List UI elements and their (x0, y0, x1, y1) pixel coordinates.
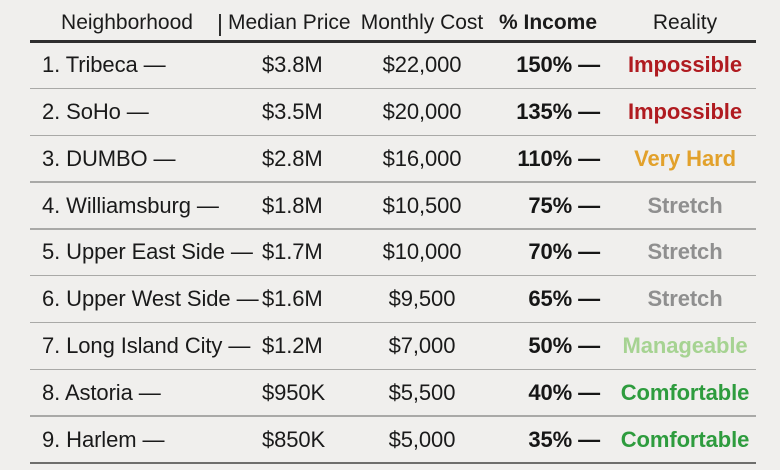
cell-pct-income: 65% — (528, 286, 600, 312)
table-row: 2. SoHo — $3.5M $20,000 135% — Impossibl… (0, 89, 780, 134)
header-divider (30, 40, 756, 43)
cell-monthly-cost: $9,500 (388, 286, 456, 312)
cell-pct-income: 40% — (528, 379, 600, 405)
cell-median-price: $950K (262, 379, 326, 405)
cell-median-price: $1.6M (262, 286, 323, 312)
row-divider (30, 368, 756, 371)
cell-pct-income: 70% — (528, 239, 600, 265)
cell-neighborhood: 5. Upper East Side — (42, 239, 253, 265)
cell-reality: Very Hard (634, 145, 736, 171)
row-divider (30, 134, 756, 137)
cell-median-price: $850K (262, 426, 326, 452)
cell-reality: Manageable (622, 332, 748, 358)
cell-median-price: $3.5M (262, 98, 323, 124)
cell-neighborhood: 9. Harlem — (42, 426, 165, 452)
cell-neighborhood: 6. Upper West Side — (42, 286, 259, 312)
cell-reality: Impossible (628, 98, 742, 124)
header-median-price: Median Price (228, 11, 351, 34)
cell-pct-income: 110% — (517, 145, 600, 171)
cell-monthly-cost: $10,500 (382, 192, 462, 218)
table-row: 4. Williamsburg — $1.8M $10,500 75% — St… (0, 183, 780, 228)
table-row: 6. Upper West Side — $1.6M $9,500 65% — … (0, 276, 780, 321)
header-reality: Reality (652, 11, 718, 34)
table-row: 9. Harlem — $850K $5,000 35% — Comfortab… (0, 417, 780, 462)
cell-pct-income: 135% — (516, 98, 600, 124)
cell-pct-income: 75% — (528, 192, 600, 218)
table-row: 3. DUMBO — $2.8M $16,000 110% — Very Har… (0, 136, 780, 181)
cell-reality: Stretch (647, 192, 723, 218)
table-row: 1. Tribeca — $3.8M $22,000 150% — Imposs… (0, 43, 780, 88)
cell-reality: Comfortable (620, 379, 750, 405)
cell-neighborhood: 3. DUMBO — (42, 145, 176, 171)
row-divider (30, 228, 756, 230)
cell-monthly-cost: $16,000 (382, 145, 462, 171)
cell-neighborhood: 4. Williamsburg — (42, 192, 219, 218)
cell-reality: Stretch (647, 286, 723, 312)
table-row: 7. Long Island City — $1.2M $7,000 50% —… (0, 323, 780, 368)
row-divider (30, 181, 756, 183)
cell-neighborhood: 1. Tribeca — (42, 52, 166, 78)
table-row: 8. Astoria — $950K $5,500 40% — Comforta… (0, 370, 780, 415)
cell-median-price: $1.7M (262, 239, 323, 265)
header-separator: | (217, 9, 223, 36)
cell-reality: Impossible (628, 52, 742, 78)
table-row: 5. Upper East Side — $1.7M $10,000 70% —… (0, 230, 780, 275)
bottom-divider (30, 462, 756, 465)
row-divider (30, 87, 756, 90)
cell-pct-income: 50% — (528, 332, 600, 358)
header-neighborhood: Neighborhood (61, 11, 193, 34)
header-pct-income: % Income (498, 11, 598, 34)
table-header: Neighborhood | Median Price Monthly Cost… (0, 6, 780, 40)
row-divider (30, 274, 756, 277)
cell-median-price: $3.8M (262, 52, 323, 78)
cell-neighborhood: 7. Long Island City — (42, 332, 251, 358)
cell-pct-income: 35% — (528, 426, 600, 452)
cell-monthly-cost: $22,000 (382, 52, 462, 78)
cell-median-price: $1.8M (262, 192, 323, 218)
row-divider (30, 321, 756, 324)
cell-median-price: $1.2M (262, 332, 323, 358)
cell-reality: Comfortable (620, 426, 750, 452)
cell-neighborhood: 8. Astoria — (42, 379, 161, 405)
cell-monthly-cost: $5,500 (388, 379, 456, 405)
cell-pct-income: 150% — (516, 52, 600, 78)
row-divider (30, 415, 756, 417)
cell-monthly-cost: $20,000 (382, 98, 462, 124)
cell-monthly-cost: $5,000 (388, 426, 456, 452)
header-monthly-cost: Monthly Cost (360, 11, 484, 34)
cell-monthly-cost: $10,000 (382, 239, 462, 265)
cell-neighborhood: 2. SoHo — (42, 98, 149, 124)
cell-median-price: $2.8M (262, 145, 323, 171)
cell-monthly-cost: $7,000 (388, 332, 456, 358)
cell-reality: Stretch (647, 239, 723, 265)
